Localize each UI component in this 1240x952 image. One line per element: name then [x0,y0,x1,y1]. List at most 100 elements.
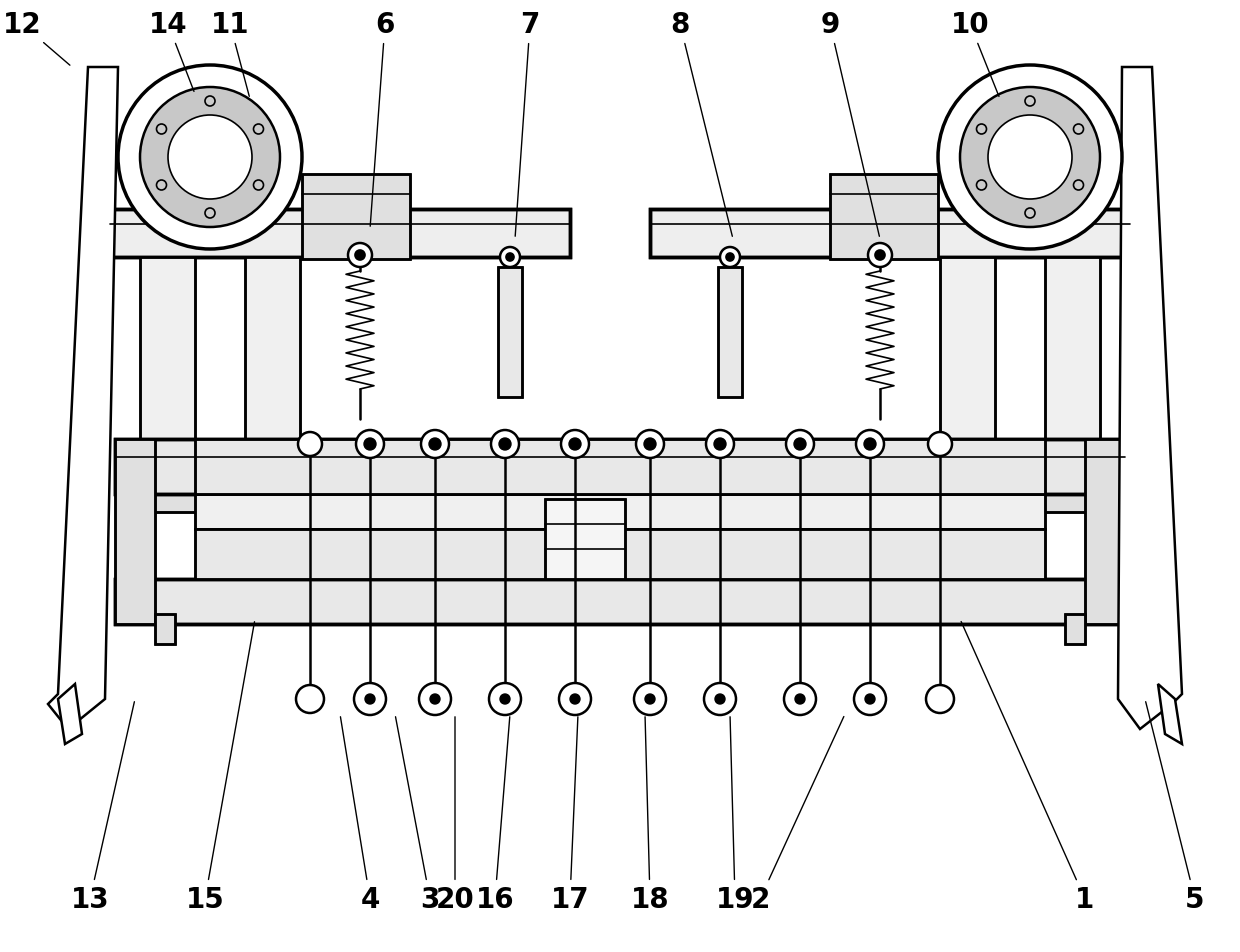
Bar [110,209,570,258]
Text: 14: 14 [149,11,193,92]
Circle shape [156,181,166,190]
Circle shape [977,125,987,135]
Circle shape [645,694,655,704]
Bar [1035,492,1110,512]
Circle shape [140,88,280,228]
Bar [303,175,410,260]
Circle shape [644,439,656,450]
Bar [195,494,1045,529]
Bar [1085,440,1125,625]
Circle shape [500,248,520,268]
Circle shape [866,694,875,704]
Circle shape [864,439,875,450]
Text: 17: 17 [551,717,589,913]
Bar [140,258,195,492]
Circle shape [636,430,663,459]
Text: 2: 2 [750,717,844,913]
Bar [718,268,742,398]
Text: 19: 19 [715,717,754,913]
Circle shape [784,684,816,715]
Bar [830,175,937,260]
Bar [1045,258,1100,492]
Circle shape [356,430,384,459]
Circle shape [560,430,589,459]
Text: 7: 7 [515,11,539,237]
Circle shape [856,430,884,459]
Bar [195,529,1045,580]
Circle shape [355,250,365,261]
Circle shape [1074,125,1084,135]
Bar [140,258,195,492]
Circle shape [167,116,252,200]
Text: 18: 18 [631,717,670,913]
Circle shape [720,248,740,268]
Text: 4: 4 [341,717,379,913]
Bar [236,492,310,512]
Circle shape [419,684,451,715]
Bar [546,500,625,580]
Bar [1065,614,1085,645]
Text: 9: 9 [821,11,879,237]
Circle shape [570,694,580,704]
Bar [246,258,300,492]
Bar [246,258,300,492]
Circle shape [1025,208,1035,219]
Bar [195,440,1045,494]
Circle shape [960,88,1100,228]
Text: 8: 8 [671,11,733,237]
Circle shape [794,439,806,450]
Circle shape [298,432,322,457]
Circle shape [926,685,954,713]
Circle shape [296,685,324,713]
Bar [115,440,1125,494]
Circle shape [786,430,813,459]
Circle shape [422,430,449,459]
Circle shape [714,439,725,450]
Circle shape [854,684,887,715]
Bar [130,492,205,512]
Circle shape [489,684,521,715]
Circle shape [205,97,215,107]
Bar [115,580,1125,625]
Bar [1035,492,1110,512]
Bar [110,209,570,258]
Bar [155,614,175,645]
Bar [940,258,994,492]
Circle shape [506,254,515,262]
Circle shape [868,244,892,268]
Circle shape [365,694,374,704]
Circle shape [725,254,734,262]
Text: 13: 13 [71,702,134,913]
Bar [930,492,1004,512]
Bar [195,529,1045,580]
Circle shape [118,66,303,249]
Circle shape [156,125,166,135]
Circle shape [988,116,1073,200]
Circle shape [715,694,725,704]
Circle shape [491,430,520,459]
Circle shape [1074,181,1084,190]
Circle shape [429,439,441,450]
Bar [303,175,410,260]
Circle shape [937,66,1122,249]
Text: 10: 10 [951,11,999,97]
Circle shape [706,430,734,459]
Text: 5: 5 [1146,702,1205,913]
Text: 20: 20 [435,717,475,913]
Bar [498,268,522,398]
Circle shape [928,432,952,457]
Bar [940,258,994,492]
Bar [930,492,1004,512]
Circle shape [205,208,215,219]
Circle shape [795,694,805,704]
Circle shape [1025,97,1035,107]
Bar [115,440,155,625]
Bar [546,500,625,580]
Circle shape [353,684,386,715]
Polygon shape [58,684,82,744]
Text: 16: 16 [476,717,515,913]
Bar [155,614,175,645]
Polygon shape [48,68,118,729]
Bar [718,268,742,398]
Circle shape [569,439,582,450]
